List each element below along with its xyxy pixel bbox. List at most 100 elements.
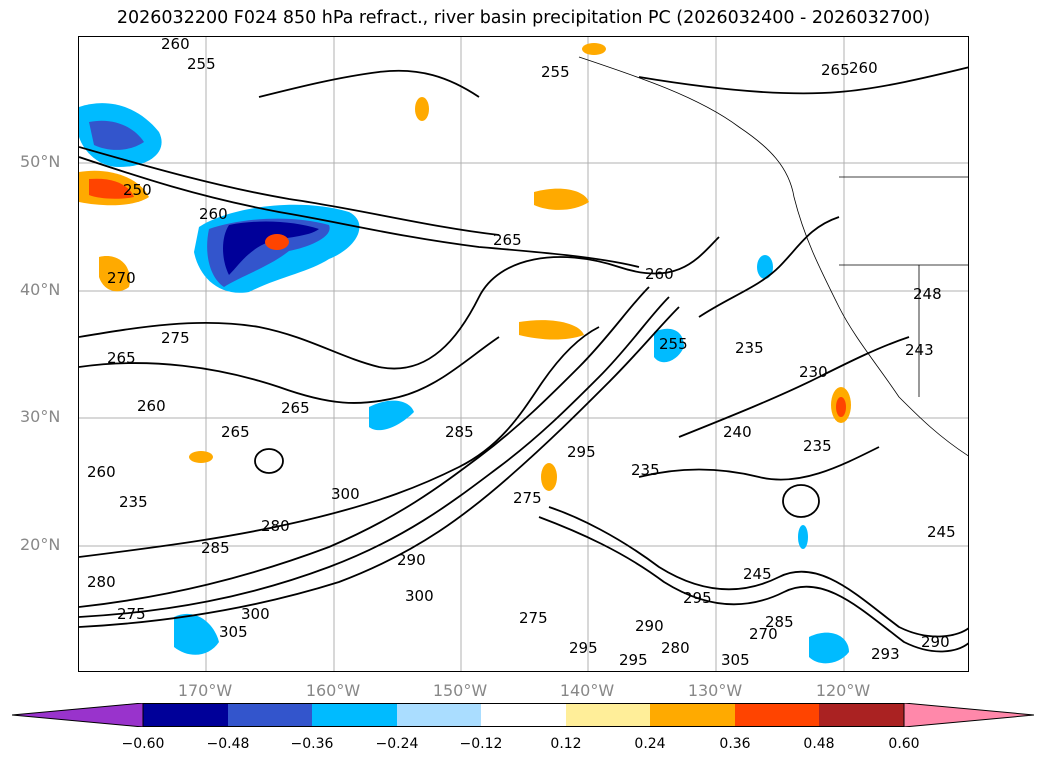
positive-patch-small-1 [189, 451, 213, 463]
negative-patch-mid [369, 400, 414, 431]
contour-label: 260 [161, 37, 190, 53]
colorbar [12, 703, 1034, 727]
colorbar-tick: −0.48 [206, 736, 250, 752]
colorbar-bin [566, 703, 650, 727]
contour-label: 265 [221, 423, 250, 441]
contour-label: 235 [803, 437, 832, 455]
colorbar-bin [650, 703, 735, 727]
colorbar-tick: −0.60 [121, 736, 165, 752]
contour-label: 243 [905, 341, 934, 359]
positive-patch-nw-inner [89, 178, 134, 199]
contour-label: 280 [661, 639, 690, 657]
contour-label: 250 [123, 181, 152, 199]
contour-label: 305 [721, 651, 750, 669]
precip-patches [79, 43, 851, 664]
colorbar-bin [312, 703, 397, 727]
positive-patch-gulf [534, 188, 589, 210]
colorbar-tick: 0.12 [550, 736, 582, 752]
map-panel[interactable]: 260 255 265 255 260 250 260 265 248 260 … [78, 36, 969, 672]
contour-label: 248 [913, 285, 942, 303]
colorbar-extend-high [903, 703, 1034, 727]
colorbar-bin [397, 703, 481, 727]
contour-label: 290 [921, 633, 950, 651]
lon-tick-160w: 160°W [305, 681, 361, 700]
lon-tick-170w: 170°W [177, 681, 233, 700]
contour-label: 260 [87, 463, 116, 481]
contour-label: 275 [161, 329, 190, 347]
negative-patch-small-1 [757, 255, 773, 279]
contour-label: 290 [397, 551, 426, 569]
contour-label: 265 [107, 349, 136, 367]
lon-tick-140w: 140°W [559, 681, 615, 700]
contour-label: 245 [927, 523, 956, 541]
contour-label: 235 [735, 339, 764, 357]
colorbar-bin [735, 703, 819, 727]
contour-label: 255 [541, 63, 570, 81]
colorbar-bin [228, 703, 312, 727]
colorbar-bin [819, 703, 904, 727]
lat-tick-20n: 20°N [20, 535, 61, 554]
colorbar-tick: 0.24 [634, 736, 666, 752]
positive-patch-california-core [836, 397, 846, 417]
colorbar-bin [481, 703, 566, 727]
lon-tick-130w: 130°W [687, 681, 743, 700]
refractivity-contours [79, 66, 968, 653]
contour-label: 295 [567, 443, 596, 461]
contour-label: 295 [683, 589, 712, 607]
contour-label: 265 [821, 61, 850, 79]
colorbar-bin [143, 703, 228, 727]
contour-label: 245 [743, 565, 772, 583]
contour-label: 275 [519, 609, 548, 627]
contour-label: 260 [137, 397, 166, 415]
contour-label: 295 [569, 639, 598, 657]
colorbar-tick: 0.60 [888, 736, 920, 752]
contour-label: 260 [645, 265, 674, 283]
contour-labels: 260 255 265 255 260 250 260 265 248 260 … [87, 37, 956, 669]
colorbar-tick: 0.36 [719, 736, 751, 752]
colorbar-tick: 0.48 [803, 736, 835, 752]
map-canvas: 260 255 265 255 260 250 260 265 248 260 … [79, 37, 968, 671]
negative-patch-nw-inner [89, 120, 144, 150]
positive-patch-west [99, 256, 130, 292]
contour-label: 290 [635, 617, 664, 635]
contour-label: 300 [241, 605, 270, 623]
contour-label: 270 [107, 269, 136, 287]
contour-label: 280 [261, 517, 290, 535]
positive-patch-north [582, 43, 606, 55]
contour-label: 285 [201, 539, 230, 557]
positive-patch-mid [519, 320, 584, 340]
positive-patch-inside [265, 234, 289, 250]
contour-label: 255 [187, 55, 216, 73]
negative-patch-sw [174, 613, 219, 655]
contour-label: 285 [765, 613, 794, 631]
map-title: 2026032200 F024 850 hPa refract., river … [116, 8, 931, 28]
positive-patch-small-2 [541, 463, 557, 491]
contour-label: 260 [199, 205, 228, 223]
contour-label: 275 [513, 489, 542, 507]
contour-label: 265 [493, 231, 522, 249]
lat-tick-30n: 30°N [20, 407, 61, 426]
contour-label: 230 [799, 363, 828, 381]
negative-patch-small-2 [798, 525, 808, 549]
contour-label: 293 [871, 645, 900, 663]
contour-label: 260 [849, 59, 878, 77]
lon-tick-120w: 120°W [815, 681, 871, 700]
lat-tick-40n: 40°N [20, 280, 61, 299]
colorbar-tick: −0.24 [375, 736, 419, 752]
contour-label: 240 [723, 423, 752, 441]
lat-tick-50n: 50°N [20, 152, 61, 171]
lon-tick-150w: 150°W [432, 681, 488, 700]
contour-label: 285 [445, 423, 474, 441]
contour-label: 255 [659, 335, 688, 353]
colorbar-tick: −0.12 [459, 736, 503, 752]
contour-label: 300 [405, 587, 434, 605]
contour-label: 235 [119, 493, 148, 511]
contour-label: 280 [87, 573, 116, 591]
contour-label: 295 [619, 651, 648, 669]
positive-patch-north-2 [415, 97, 429, 121]
contour-label: 235 [631, 461, 660, 479]
colorbar-extend-low [12, 703, 144, 727]
colorbar-tick: −0.36 [290, 736, 334, 752]
contour-label: 270 [749, 625, 778, 643]
contour-label: 265 [281, 399, 310, 417]
